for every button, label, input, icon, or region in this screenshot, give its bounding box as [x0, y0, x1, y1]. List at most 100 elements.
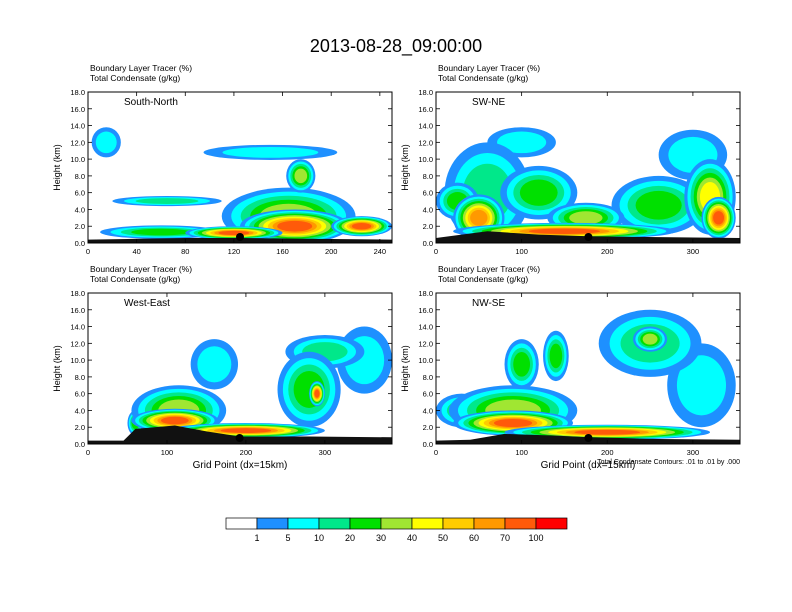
y-tick-label: 6.0	[75, 189, 85, 198]
panel-title-condensate: Total Condensate (g/kg)	[438, 73, 528, 83]
x-tick-label: 0	[86, 448, 90, 457]
y-tick-label: 12.0	[70, 138, 85, 147]
plot-frame	[435, 292, 741, 445]
y-tick-label: 18.0	[70, 289, 85, 298]
y-tick-label: 4.0	[75, 205, 85, 214]
y-tick-label: 18.0	[70, 88, 85, 97]
panel-direction-label: West-East	[124, 298, 170, 309]
y-tick-label: 2.0	[75, 222, 85, 231]
x-tick-label: 80	[181, 247, 189, 256]
contour-blob	[549, 343, 563, 369]
y-tick-label: 8.0	[75, 172, 85, 181]
panel-title-condensate: Total Condensate (g/kg)	[438, 274, 528, 284]
y-tick-label: 18.0	[418, 289, 433, 298]
colorbar-label: 30	[376, 533, 386, 543]
y-tick-label: 10.0	[70, 356, 85, 365]
contour-blob	[493, 419, 533, 428]
x-tick-label: 200	[240, 448, 253, 457]
panel-1: 0.0 2.0 4.0 6.0 8.0 10.0 12.0 14.0 16.0 18.0 0 40 80…	[52, 63, 393, 256]
panel-title-tracer: Boundary Layer Tracer (%)	[438, 264, 540, 274]
x-tick-label: 200	[601, 448, 614, 457]
plot-frame	[87, 91, 393, 244]
panel-4: 0.0 2.0 4.0 6.0 8.0 10.0 12.0 14.0 16.0 18.0 0 100 2…	[400, 264, 741, 471]
contour-blob	[519, 179, 558, 206]
y-tick-label: 10.0	[418, 356, 433, 365]
colorbar-label: 60	[469, 533, 479, 543]
y-tick-label: 14.0	[70, 323, 85, 332]
colorbar: 1 5 10 20 30 40 50 60 70 100	[225, 517, 568, 543]
y-tick-label: 18.0	[418, 88, 433, 97]
colorbar-swatch	[473, 517, 506, 530]
y-tick-label: 8.0	[423, 172, 433, 181]
y-tick-label: 2.0	[423, 423, 433, 432]
figure-title: 2013-08-28_09:00:00	[310, 36, 482, 57]
contour-fill	[436, 309, 736, 440]
y-tick-label: 16.0	[70, 105, 85, 114]
y-tick-label: 0.0	[423, 440, 433, 449]
y-tick-label: 0.0	[423, 239, 433, 248]
colorbar-swatch	[535, 517, 568, 530]
x-tick-label: 300	[687, 448, 700, 457]
contour-blob	[220, 428, 272, 433]
contour-blob	[635, 190, 682, 220]
colorbar-swatch	[411, 517, 444, 530]
contour-blob	[95, 131, 117, 154]
contour-blob	[314, 389, 320, 398]
panel-direction-label: South-North	[124, 97, 178, 108]
y-tick-label: 6.0	[423, 189, 433, 198]
contour-blob	[294, 168, 308, 184]
y-tick-label: 12.0	[418, 339, 433, 348]
colorbar-swatch	[287, 517, 320, 530]
colorbar-swatch	[256, 517, 289, 530]
site-marker	[584, 233, 593, 241]
x-tick-label: 0	[86, 247, 90, 256]
x-tick-label: 160	[276, 247, 289, 256]
y-tick-label: 16.0	[418, 306, 433, 315]
x-tick-label: 0	[434, 448, 438, 457]
y-tick-label: 2.0	[75, 423, 85, 432]
colorbar-swatch	[349, 517, 382, 530]
y-axis-label: Height (km)	[52, 144, 62, 191]
y-tick-label: 6.0	[75, 390, 85, 399]
y-tick-label: 16.0	[418, 105, 433, 114]
contour-blob	[470, 209, 488, 226]
y-tick-label: 16.0	[70, 306, 85, 315]
contour-blob	[569, 211, 603, 225]
contour-blob	[528, 228, 601, 234]
contour-blob	[131, 228, 191, 236]
y-tick-label: 4.0	[423, 406, 433, 415]
terrain	[88, 425, 392, 444]
x-tick-label: 300	[319, 448, 332, 457]
y-tick-label: 0.0	[75, 239, 85, 248]
y-axis-label: Height (km)	[52, 345, 62, 392]
plot-frame	[87, 292, 393, 445]
contour-blob	[351, 223, 372, 230]
panel-direction-label: NW-SE	[472, 298, 505, 309]
panels: 0.0 2.0 4.0 6.0 8.0 10.0 12.0 14.0 16.0 18.0 0 40 80…	[52, 63, 741, 471]
y-tick-label: 10.0	[70, 155, 85, 164]
colorbar-label: 20	[345, 533, 355, 543]
colorbar-label: 1	[254, 533, 259, 543]
colorbar-label: 100	[528, 533, 543, 543]
x-axis-label: Grid Point (dx=15km)	[541, 460, 636, 471]
contour-blob	[642, 333, 658, 345]
colorbar-label: 50	[438, 533, 448, 543]
y-tick-label: 10.0	[418, 155, 433, 164]
x-tick-label: 100	[515, 247, 528, 256]
panel-title-condensate: Total Condensate (g/kg)	[90, 73, 180, 83]
colorbar-swatch	[380, 517, 413, 530]
contour-blob	[574, 429, 641, 435]
contour-blob	[676, 355, 727, 416]
contour-blob	[497, 131, 547, 154]
panel-title-tracer: Boundary Layer Tracer (%)	[90, 264, 192, 274]
contour-blob	[160, 416, 189, 425]
x-tick-label: 100	[515, 448, 528, 457]
contour-blob	[135, 198, 199, 204]
colorbar-label: 40	[407, 533, 417, 543]
x-tick-label: 200	[325, 247, 338, 256]
colorbar-label: 10	[314, 533, 324, 543]
contour-blob	[513, 351, 531, 377]
site-marker	[584, 434, 593, 442]
x-tick-label: 0	[434, 247, 438, 256]
